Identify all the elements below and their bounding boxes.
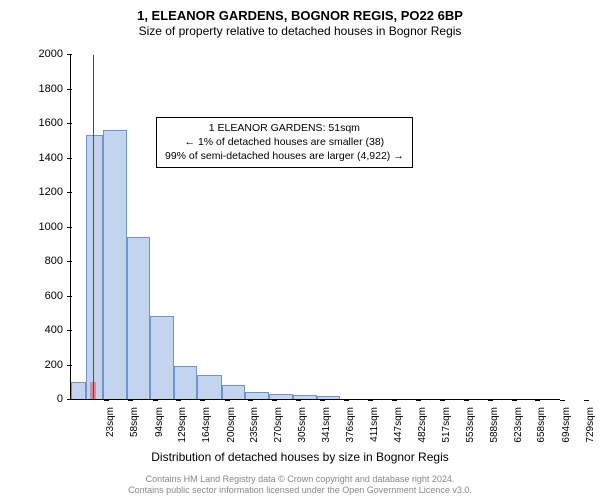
histogram-bar (71, 382, 86, 399)
histogram-bar (245, 392, 269, 399)
footer-attribution: Contains HM Land Registry data © Crown c… (0, 474, 600, 497)
y-tick-label: 1400 (23, 152, 71, 164)
info-line-3: 99% of semi-detached houses are larger (… (165, 149, 404, 163)
histogram-bar (127, 237, 151, 399)
histogram-bar (174, 366, 197, 399)
histogram-bar (150, 316, 174, 399)
y-tick-label: 400 (23, 324, 71, 336)
y-tick-label: 0 (23, 393, 71, 405)
histogram-bar (222, 385, 246, 399)
y-tick-label: 200 (23, 359, 71, 371)
info-line-2: ← 1% of detached houses are smaller (38) (165, 135, 404, 149)
histogram-bar (293, 395, 317, 399)
histogram-bar (86, 135, 103, 399)
chart-title: 1, ELEANOR GARDENS, BOGNOR REGIS, PO22 6… (0, 8, 600, 24)
histogram-bar (103, 130, 127, 399)
histogram-bar (269, 394, 293, 399)
y-tick-label: 1000 (23, 221, 71, 233)
property-marker-line (93, 55, 94, 399)
y-tick-label: 1800 (23, 83, 71, 95)
info-line-1: 1 ELEANOR GARDENS: 51sqm (165, 121, 404, 135)
histogram-bar (197, 375, 221, 399)
footer-line-1: Contains HM Land Registry data © Crown c… (0, 474, 600, 485)
histogram-bar (317, 396, 341, 399)
x-axis-label: Distribution of detached houses by size … (0, 450, 600, 464)
y-tick-label: 800 (23, 255, 71, 267)
chart-subtitle: Size of property relative to detached ho… (0, 24, 600, 39)
y-tick-label: 1600 (23, 117, 71, 129)
title-block: 1, ELEANOR GARDENS, BOGNOR REGIS, PO22 6… (0, 0, 600, 39)
plot-area: 020040060080010001200140016001800200023s… (70, 55, 560, 400)
info-box: 1 ELEANOR GARDENS: 51sqm ← 1% of detache… (156, 117, 413, 168)
chart-container: 1, ELEANOR GARDENS, BOGNOR REGIS, PO22 6… (0, 0, 600, 500)
y-tick-label: 600 (23, 290, 71, 302)
y-tick-label: 2000 (23, 48, 71, 60)
y-tick-label: 1200 (23, 186, 71, 198)
footer-line-2: Contains public sector information licen… (0, 485, 600, 496)
